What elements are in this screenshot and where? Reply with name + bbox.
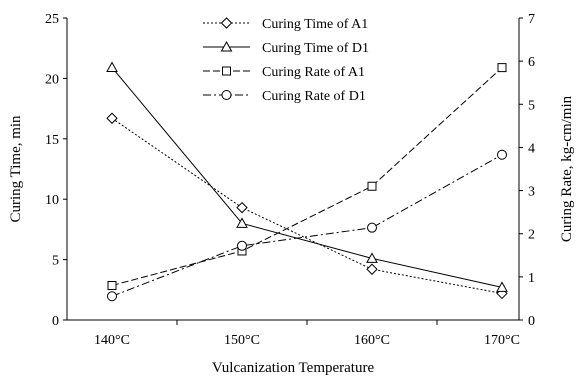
series-3 [107, 63, 507, 290]
legend-marker [222, 66, 231, 76]
series-2 [106, 61, 508, 292]
series-4 [107, 149, 507, 302]
x-tick-label: 140°C [94, 333, 130, 348]
data-point [497, 149, 507, 160]
series-line [111, 154, 503, 297]
data-point [367, 222, 377, 233]
series-line [111, 67, 503, 288]
data-point [107, 291, 117, 302]
axes [63, 17, 523, 325]
y-right-tick-label: 5 [528, 98, 535, 113]
data-point [106, 61, 118, 73]
data-point [236, 201, 248, 214]
data-point [366, 252, 378, 263]
y-right-tick-label: 6 [528, 55, 535, 70]
legend-label: Curing Rate of A1 [262, 65, 365, 80]
legend-label: Curing Time of D1 [262, 41, 369, 56]
y-right-tick-label: 2 [528, 228, 535, 243]
series-line [111, 117, 503, 294]
y-axis-right-title: Curing Rate, kg-cm/min [559, 95, 575, 242]
y-axis-left-title: Curing Time, min [8, 115, 24, 223]
y-left-tick-label: 15 [45, 133, 59, 148]
data-point [236, 217, 248, 228]
legend-marker [220, 40, 233, 52]
legend-item: Curing Rate of A1 [203, 65, 365, 80]
data-point [237, 240, 247, 251]
x-tick-label: 150°C [224, 333, 260, 348]
y-right-tick-label: 1 [528, 271, 535, 286]
y-right-tick-label: 3 [528, 185, 535, 200]
data-point [367, 181, 377, 191]
legend-label: Curing Time of A1 [262, 17, 368, 32]
data-point [496, 281, 508, 292]
y-left-tick-label: 5 [52, 254, 59, 269]
series-lines [106, 61, 508, 302]
tick-labels: 0 5 10 15 20 25 0 1 2 3 4 5 6 7 140°C 150°C 160°C 170°C [45, 12, 535, 348]
data-point [107, 280, 117, 290]
y-right-tick-label: 0 [528, 314, 535, 329]
data-point [366, 263, 378, 275]
y-right-tick-label: 4 [528, 141, 535, 156]
data-point [497, 63, 507, 73]
y-left-tick-label: 20 [45, 72, 59, 87]
y-left-tick-label: 0 [52, 314, 59, 329]
x-axis-title: Vulcanization Temperature [212, 360, 375, 376]
legend-item: Curing Time of D1 [203, 40, 369, 56]
legend-item: Curing Time of A1 [203, 17, 368, 32]
legend-item: Curing Rate of D1 [203, 89, 366, 104]
y-right-tick-label: 7 [528, 12, 535, 27]
data-point [106, 112, 118, 124]
y-left-tick-label: 25 [45, 12, 59, 27]
x-tick-label: 170°C [484, 333, 520, 348]
legend-marker [221, 90, 232, 100]
legend-label: Curing Rate of D1 [262, 89, 366, 104]
y-left-tick-label: 10 [45, 193, 59, 208]
legend-marker [220, 17, 233, 29]
legend: Curing Time of A1 Curing Time of D1 Curing… [203, 17, 369, 104]
x-tick-label: 160°C [354, 333, 390, 348]
